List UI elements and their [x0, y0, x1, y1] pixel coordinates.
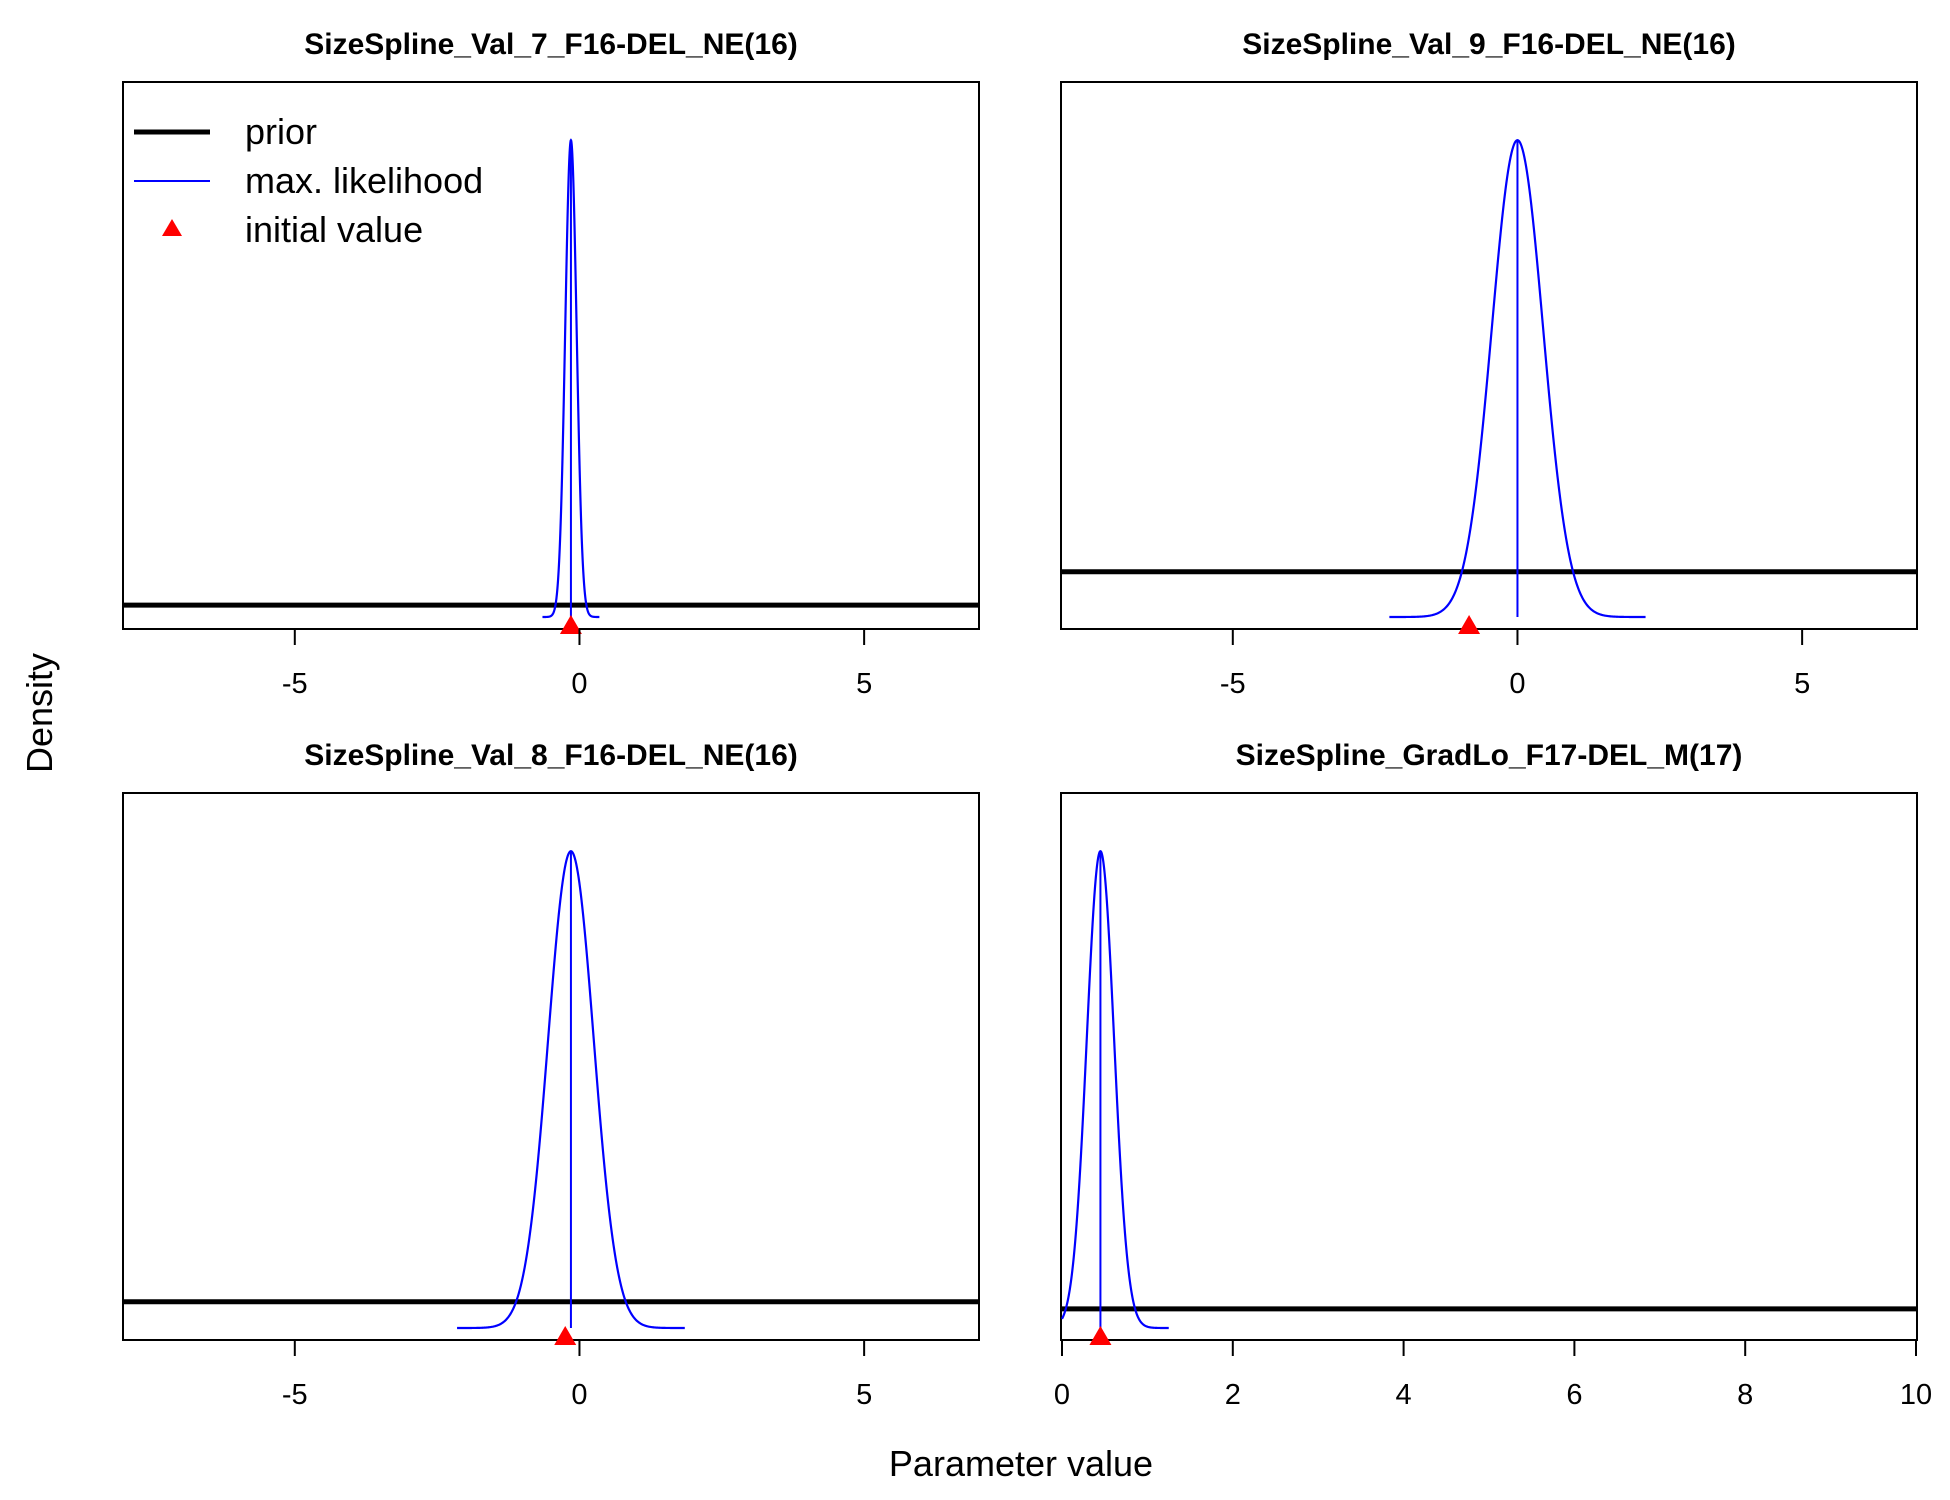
legend-item-prior: prior [134, 111, 317, 152]
legend: prior max. likelihood initial value [134, 111, 483, 250]
plot-frame [122, 81, 980, 630]
plot-area [1061, 849, 1917, 1330]
plot-area [123, 850, 979, 1330]
initial-value-marker [559, 615, 582, 634]
legend-swatch [162, 219, 182, 236]
x-tick-label: 0 [571, 1379, 587, 1411]
x-tick-label: 0 [1054, 1379, 1070, 1411]
panel-1: SizeSpline_Val_7_F16-DEL_NE(16) -5 0 5 [122, 28, 980, 700]
x-tick-label: 8 [1737, 1379, 1753, 1411]
panels: SizeSpline_Val_7_F16-DEL_NE(16)-5 0 5SizeS… [122, 28, 1932, 1411]
x-tick-label: -5 [282, 1379, 308, 1411]
plot-frame [122, 792, 980, 1341]
x-axis-label: Parameter value [889, 1443, 1153, 1484]
plot-frame [1060, 81, 1918, 630]
initial-value-marker [1458, 615, 1481, 634]
panel-4: SizeSpline_GradLo_F17-DEL_M(17) 0 2 4 6 8 10 [1054, 739, 1932, 1411]
legend-label: initial value [245, 209, 423, 250]
x-tick-label: -5 [1220, 668, 1246, 700]
x-tick-label: 5 [856, 1379, 872, 1411]
panel-2: SizeSpline_Val_9_F16-DEL_NE(16) -5 0 5 [1060, 28, 1918, 700]
x-tick-label: 5 [856, 668, 872, 700]
x-tick-label: 4 [1396, 1379, 1412, 1411]
mle-density-curve [1389, 139, 1646, 619]
x-tick-label: 10 [1900, 1379, 1932, 1411]
panel-3: SizeSpline_Val_8_F16-DEL_NE(16) -5 0 5 [122, 739, 980, 1411]
panel-title: SizeSpline_Val_7_F16-DEL_NE(16) [304, 28, 798, 61]
legend-item-max-likelihood: max. likelihood [134, 160, 483, 201]
x-tick-label: 6 [1566, 1379, 1582, 1411]
y-axis-label: Density [19, 653, 60, 773]
panel-title: SizeSpline_GradLo_F17-DEL_M(17) [1236, 739, 1743, 772]
legend-item-initial-value: initial value [162, 209, 423, 250]
panel-title: SizeSpline_Val_9_F16-DEL_NE(16) [1242, 28, 1736, 61]
legend-label: prior [245, 111, 317, 152]
x-tick-label: 0 [571, 668, 587, 700]
plot-area [1061, 139, 1917, 619]
initial-value-marker [554, 1326, 577, 1345]
panel-title: SizeSpline_Val_8_F16-DEL_NE(16) [304, 739, 798, 772]
mle-density-curve [457, 850, 685, 1330]
legend-label: max. likelihood [245, 160, 483, 201]
mle-density-curve [1061, 849, 1169, 1330]
plot-area [123, 138, 979, 619]
x-tick-label: 5 [1794, 668, 1810, 700]
x-tick-label: 2 [1225, 1379, 1241, 1411]
mle-density-curve [542, 138, 600, 619]
x-tick-label: 0 [1509, 668, 1525, 700]
initial-value-marker [1089, 1326, 1112, 1345]
x-tick-label: -5 [282, 668, 308, 700]
plot-frame [1060, 792, 1918, 1341]
